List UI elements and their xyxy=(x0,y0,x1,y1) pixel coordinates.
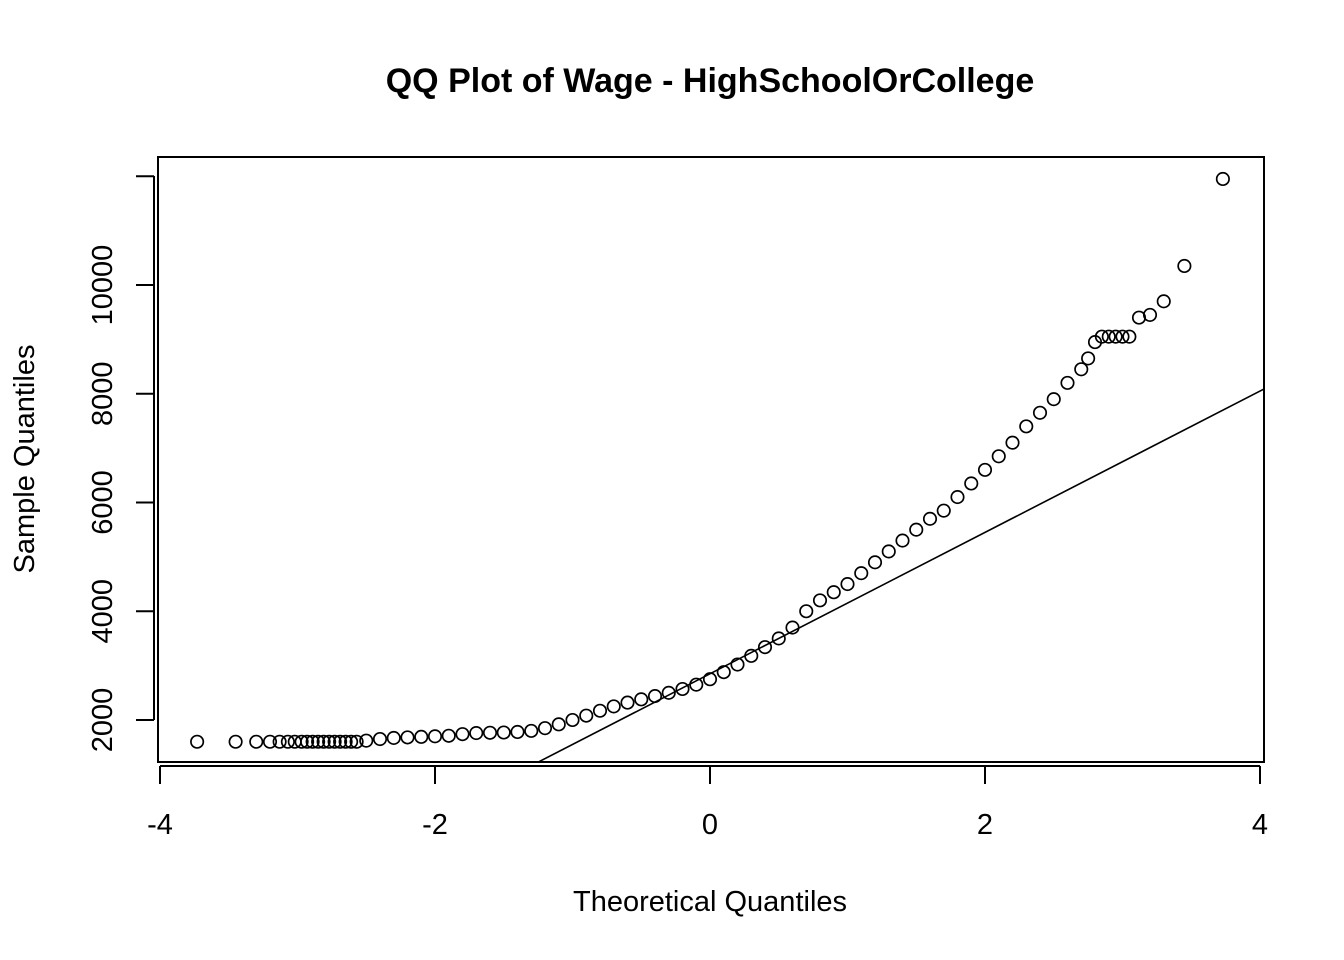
data-point xyxy=(854,566,869,581)
data-point xyxy=(1156,294,1171,309)
data-point xyxy=(812,593,828,608)
data-point xyxy=(280,734,295,749)
data-point xyxy=(272,734,287,749)
y-tick-label: 10000 xyxy=(87,245,119,326)
data-point xyxy=(1019,419,1034,434)
data-point xyxy=(311,734,326,749)
data-point xyxy=(1115,329,1130,344)
data-point xyxy=(716,665,731,680)
data-point xyxy=(689,677,704,692)
data-point xyxy=(977,462,993,477)
y-tick-label: 6000 xyxy=(87,470,119,535)
plot-frame xyxy=(157,156,1265,763)
chart-title: QQ Plot of Wage - HighSchoolOrCollege xyxy=(386,62,1035,100)
data-point xyxy=(1032,405,1048,420)
data-point xyxy=(936,503,951,518)
data-point xyxy=(647,689,663,704)
data-point xyxy=(427,729,443,744)
data-point xyxy=(294,734,309,749)
data-point xyxy=(359,733,374,748)
data-point xyxy=(991,449,1006,464)
data-point xyxy=(634,692,649,707)
data-point xyxy=(300,734,315,749)
data-points xyxy=(190,171,1230,749)
data-point xyxy=(338,734,353,749)
data-point xyxy=(469,725,484,741)
x-tick-label: -4 xyxy=(147,809,173,841)
data-point xyxy=(551,717,566,732)
data-point xyxy=(262,734,278,749)
data-point xyxy=(881,544,896,559)
data-point xyxy=(579,708,594,723)
data-point xyxy=(1215,171,1230,187)
data-point xyxy=(190,734,205,749)
data-point xyxy=(799,604,814,619)
data-point xyxy=(482,725,498,740)
data-point xyxy=(620,695,635,710)
data-point xyxy=(867,555,883,570)
x-axis-label: Theoretical Quantiles xyxy=(573,886,847,918)
data-point xyxy=(537,721,553,736)
data-point xyxy=(414,729,429,744)
data-point xyxy=(950,490,965,505)
data-point xyxy=(333,734,348,749)
data-point xyxy=(455,727,470,742)
data-point xyxy=(1142,307,1158,322)
x-tick-label: 0 xyxy=(702,809,718,841)
data-point xyxy=(1046,392,1061,407)
x-tick-label: -2 xyxy=(422,809,448,841)
data-point xyxy=(305,734,320,749)
data-point xyxy=(1122,329,1137,344)
data-point xyxy=(730,657,745,672)
data-point xyxy=(592,703,608,718)
data-point xyxy=(1094,329,1109,344)
data-point xyxy=(1081,351,1096,366)
data-point xyxy=(661,685,676,700)
data-point xyxy=(565,712,580,728)
data-point xyxy=(524,723,539,738)
y-tick-label: 2000 xyxy=(87,688,119,753)
x-tick-label: 4 xyxy=(1252,809,1268,841)
data-point xyxy=(606,699,621,714)
data-point xyxy=(327,734,342,749)
y-tick-label: 8000 xyxy=(87,361,119,426)
data-point xyxy=(441,728,456,743)
data-point xyxy=(675,681,690,697)
data-point xyxy=(1108,329,1123,344)
data-point xyxy=(840,577,855,592)
data-point xyxy=(349,734,364,749)
data-point xyxy=(895,533,910,548)
data-point xyxy=(757,640,773,655)
y-axis: 2000 4000 6000 8000 10000 xyxy=(87,175,155,753)
data-point xyxy=(249,734,264,749)
data-point xyxy=(322,734,337,749)
data-point xyxy=(228,734,243,749)
data-point xyxy=(372,731,388,747)
data-point xyxy=(771,631,786,646)
data-point xyxy=(1101,329,1116,344)
y-axis-label: Sample Quantiles xyxy=(9,345,41,574)
data-point xyxy=(1177,258,1192,274)
data-point xyxy=(510,724,525,740)
data-point xyxy=(496,725,511,740)
data-point xyxy=(386,730,401,745)
data-point xyxy=(400,730,415,745)
data-point xyxy=(744,648,759,663)
data-point xyxy=(1074,362,1089,377)
x-axis: -4 -2 0 2 4 xyxy=(147,765,1268,841)
data-point xyxy=(344,734,359,749)
data-point xyxy=(909,522,924,537)
x-tick-label: 2 xyxy=(977,809,993,841)
data-point xyxy=(1005,435,1020,450)
data-point xyxy=(826,585,841,600)
data-point xyxy=(964,476,979,491)
data-point xyxy=(922,511,938,526)
y-tick-label: 4000 xyxy=(87,579,119,644)
data-point xyxy=(1060,375,1075,390)
data-point xyxy=(702,672,718,687)
data-point xyxy=(785,620,800,635)
data-point xyxy=(316,734,331,749)
